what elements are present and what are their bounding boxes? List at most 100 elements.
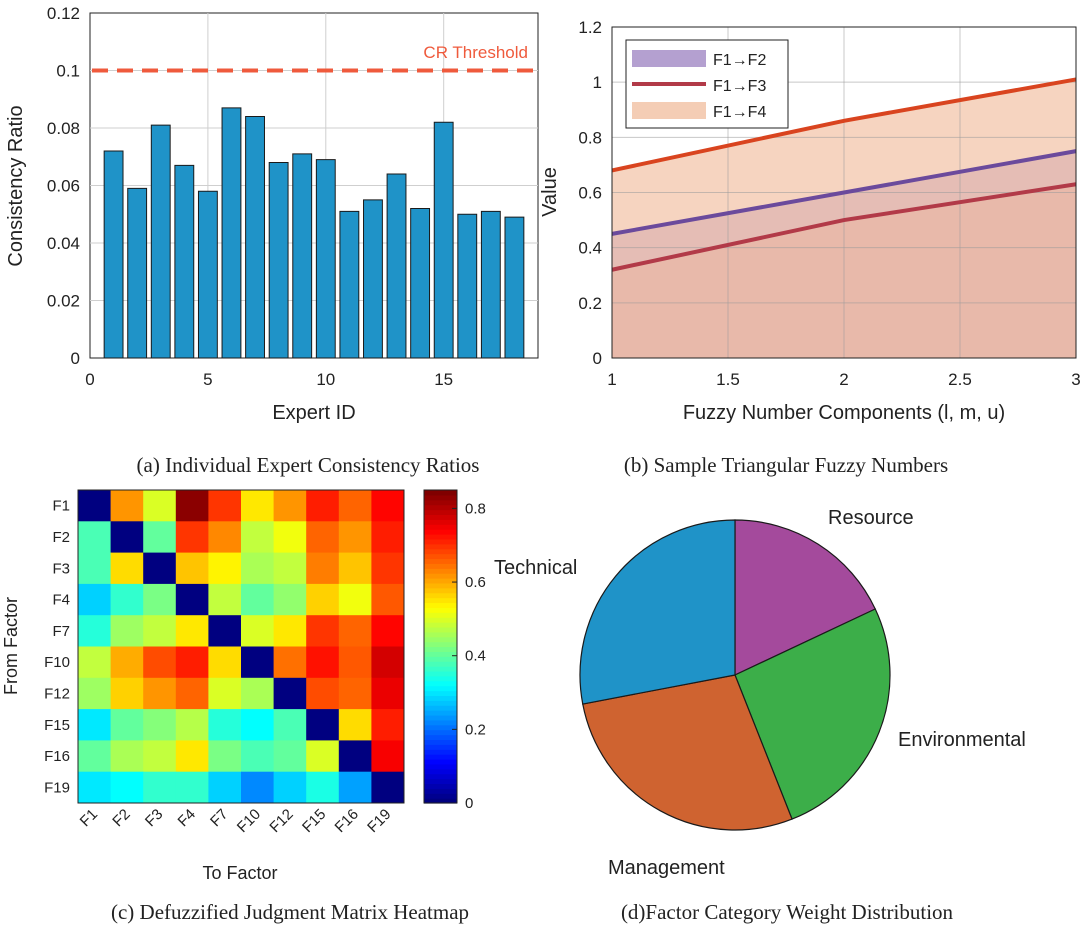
heatmap-cell: [273, 771, 307, 804]
heatmap-cell: [338, 646, 372, 679]
colorbar-segment: [424, 749, 457, 755]
bar: [504, 216, 525, 359]
bar: [150, 124, 171, 359]
x-tick-labels: 1 1.5 2 2.5 3: [607, 370, 1080, 389]
colorbar-segment: [424, 538, 457, 545]
colorbar-segment: [424, 587, 457, 594]
colorbar-segment: [424, 656, 457, 662]
heatmap-cell: [306, 552, 340, 585]
x-axis-label: Fuzzy Number Components (l, m, u): [683, 402, 1005, 424]
series-lines: [611, 77, 1077, 272]
colorbar-tick-label: 0.4: [465, 648, 486, 665]
colorbar-segment: [424, 548, 457, 555]
heatmap-cell: [110, 677, 144, 710]
colorbar-segment: [424, 793, 457, 799]
column-label: F7: [207, 806, 231, 830]
heatmap-cell: [143, 677, 177, 710]
colorbar-segment: [424, 670, 457, 677]
colorbar-segment: [424, 553, 457, 560]
heatmap-cell: [273, 646, 307, 679]
heatmap-cell: [110, 583, 144, 616]
heatmap-cell: [78, 677, 112, 710]
heatmap-cell: [241, 740, 275, 773]
heatmap-cell: [273, 583, 307, 616]
bar: [410, 208, 431, 359]
colorbar-segment: [424, 602, 457, 608]
bar: [292, 153, 313, 359]
legend-swatch: [632, 102, 706, 119]
y-tick-label: 0.1: [56, 62, 80, 81]
colorbar-frame: [423, 489, 458, 804]
heatmap-cell: [78, 646, 112, 679]
x-tick-label: 1: [607, 370, 616, 389]
heatmap-cell: [273, 615, 307, 647]
bar: [433, 121, 454, 359]
colorbar-segment: [424, 622, 457, 628]
row-label: F19: [44, 779, 70, 796]
heatmap-cell: [338, 521, 372, 554]
colorbar-tick-label: 0.8: [465, 500, 486, 517]
colorbar-tick-label: 0.6: [465, 574, 486, 591]
heatmap-cell: [208, 583, 242, 616]
heatmap-cell: [241, 771, 275, 804]
colorbar-segment: [424, 773, 457, 780]
heatmap-cell: [371, 771, 405, 804]
bar: [363, 199, 383, 359]
legend-label: F1→F2: [713, 52, 766, 69]
heatmap-cell: [306, 615, 340, 647]
slice-label-environmental: Environmental: [898, 729, 1026, 751]
colorbar-segment: [424, 768, 457, 775]
y-axis-label: Value: [539, 167, 561, 217]
heatmap-cell: [208, 709, 242, 741]
colorbar-segment: [424, 719, 457, 726]
colorbar-segment: [424, 641, 457, 648]
heatmap-cell: [175, 552, 209, 585]
y-tick-label: 0.4: [578, 239, 602, 258]
heatmap-cell: [175, 646, 209, 679]
column-labels: F1 F2 F3 F4 F7 F10 F12 F15 F16 F19: [77, 806, 395, 836]
bar: [386, 173, 407, 359]
colorbar-segment: [424, 700, 457, 706]
pie-slice: [579, 519, 736, 705]
heatmap-cell: [371, 615, 405, 647]
colorbar-tick-labels: 0 0.2 0.4 0.6 0.8: [465, 500, 486, 812]
heatmap-cell: [110, 521, 144, 554]
row-label: F7: [52, 623, 70, 640]
heatmap-cell: [78, 771, 112, 804]
colorbar-segment: [424, 675, 457, 682]
colorbar-segment: [424, 729, 457, 736]
column-label: F15: [299, 806, 329, 836]
colorbar-segment: [424, 514, 457, 520]
heatmap-cell: [306, 646, 340, 679]
heatmap-cell: [273, 709, 307, 741]
x-tick-label: 2: [839, 370, 848, 389]
colorbar-segment: [424, 744, 457, 750]
colorbar-segment: [424, 578, 457, 584]
row-label: F1: [52, 498, 70, 515]
x-tick-label: 0: [85, 370, 94, 389]
colorbar-segment: [424, 788, 457, 794]
colorbar-segment: [424, 739, 457, 745]
y-tick-label: 0.8: [578, 128, 602, 147]
heatmap-cell: [241, 709, 275, 741]
colorbar-segment: [424, 617, 457, 623]
x-tick-label: 5: [203, 370, 212, 389]
heatmap-cell: [273, 490, 307, 522]
heatmap-cell: [371, 490, 405, 522]
colorbar-segment: [424, 758, 457, 765]
colorbar-segment: [424, 592, 457, 599]
heatmap-cell: [273, 740, 307, 773]
y-tick-label: 0.02: [47, 292, 80, 311]
heatmap-cell: [110, 615, 144, 647]
bar: [197, 190, 218, 359]
panel-a-consistency-chart: CR Threshold 0 5 10 15 0 0.02 0.04 0.06 0.08 0.1…: [5, 4, 539, 477]
bar: [127, 187, 148, 359]
row-label: F12: [44, 685, 70, 702]
panel-c-caption: (c) Defuzzified Judgment Matrix Heatmap: [111, 900, 469, 924]
heatmap-cell: [241, 646, 275, 679]
slice-label-resource: Resource: [828, 507, 914, 529]
y-axis-label: From Factor: [1, 597, 21, 695]
colorbar-segment: [424, 705, 457, 711]
x-axis-label: Expert ID: [272, 402, 355, 424]
